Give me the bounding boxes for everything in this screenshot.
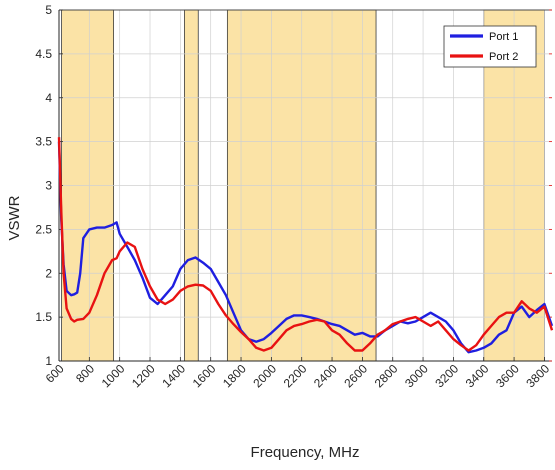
legend-label-port-2: Port 2 <box>489 51 518 63</box>
y-axis-label: VSWR <box>6 195 23 240</box>
y-tick-label: 4 <box>45 91 52 105</box>
series-line-port-2 <box>57 137 554 352</box>
x-axis-label: Frequency, MHz <box>251 444 360 461</box>
x-tick-label: 2400 <box>311 361 340 390</box>
x-tick-label: 3800 <box>523 361 552 390</box>
axes <box>58 9 552 362</box>
x-tick-label: 3000 <box>402 361 431 390</box>
x-tick-label: 1600 <box>190 361 219 390</box>
x-tick-label: 2600 <box>341 361 370 390</box>
x-tick-label: 800 <box>73 361 97 385</box>
y-tick-label: 1.5 <box>35 310 52 324</box>
legend-box <box>443 25 537 68</box>
x-tick-label: 3400 <box>463 361 492 390</box>
y-tick-label: 2.5 <box>35 222 52 236</box>
x-tick-label: 1200 <box>129 361 158 390</box>
y-tick-label: 3.5 <box>35 135 52 149</box>
legend: Port 1 Port 2 <box>443 25 537 68</box>
x-tick-label: 2800 <box>372 361 401 390</box>
x-tick-label: 1400 <box>159 361 188 390</box>
y-tick-label: 1 <box>45 354 52 368</box>
x-tick-label: 3600 <box>493 361 522 390</box>
legend-label-port-1: Port 1 <box>489 31 518 43</box>
x-tick-label: 2000 <box>250 361 279 390</box>
x-tick-label: 1000 <box>99 361 128 390</box>
x-tick-label: 3200 <box>432 361 461 390</box>
y-tick-label: 2 <box>45 266 52 280</box>
x-tick-label: 1800 <box>220 361 249 390</box>
y-tick-label: 5 <box>45 3 52 17</box>
x-tick-label: 2200 <box>281 361 310 390</box>
y-tick-label: 4.5 <box>35 47 52 61</box>
y-tick-label: 3 <box>45 179 52 193</box>
series-lines <box>57 137 554 354</box>
